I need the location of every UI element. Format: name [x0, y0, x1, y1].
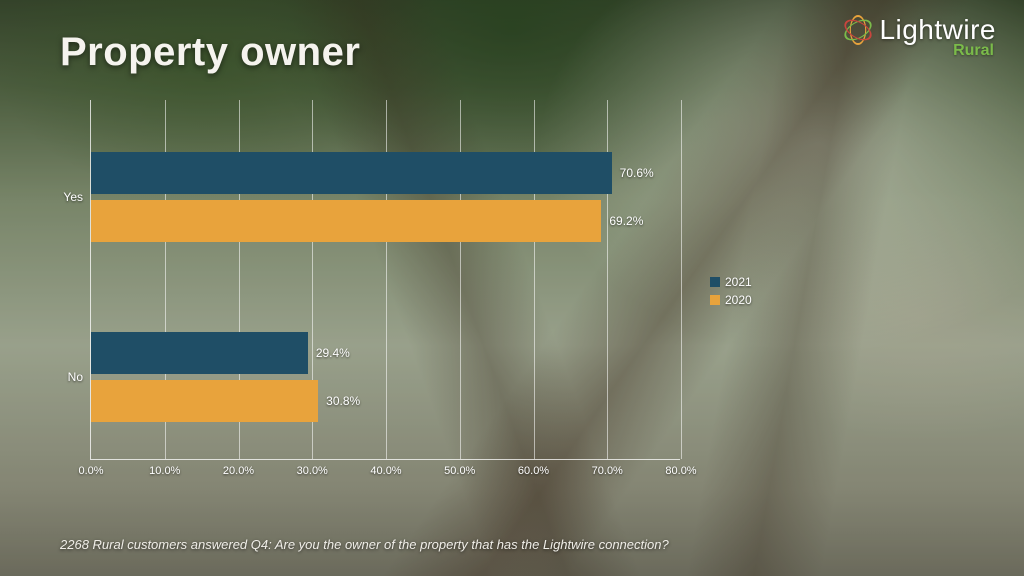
legend-swatch — [710, 277, 720, 287]
chart-bar: 69.2% — [91, 200, 601, 242]
chart-x-tick: 50.0% — [444, 459, 475, 477]
chart-bar: 30.8% — [91, 380, 318, 422]
legend-label: 2020 — [725, 293, 752, 307]
chart-x-tick: 40.0% — [370, 459, 401, 477]
chart-bar-value: 69.2% — [601, 214, 643, 228]
chart-caption: 2268 Rural customers answered Q4: Are yo… — [60, 537, 669, 552]
slide-stage: Property owner Lightwire Rural 0.0% 10.0%… — [0, 0, 1024, 576]
chart-x-tick: 80.0% — [665, 459, 696, 477]
chart-bar-value: 70.6% — [612, 166, 654, 180]
chart-x-tick: 0.0% — [78, 459, 103, 477]
legend-item: 2020 — [710, 293, 752, 307]
property-owner-chart: 0.0% 10.0% 20.0% 30.0% 40.0% 50.0% 60.0% 70.0% 8… — [60, 100, 700, 500]
chart-y-category: Yes — [63, 190, 91, 204]
chart-y-category: No — [68, 370, 91, 384]
chart-bar-value: 30.8% — [318, 394, 360, 408]
chart-x-tick: 60.0% — [518, 459, 549, 477]
chart-bar: 70.6% — [91, 152, 612, 194]
chart-x-tick: 30.0% — [297, 459, 328, 477]
globe-icon — [843, 15, 873, 45]
chart-x-tick: 20.0% — [223, 459, 254, 477]
brand-logo: Lightwire Rural — [843, 14, 996, 60]
slide-title: Property owner — [60, 30, 360, 75]
chart-bar: 29.4% — [91, 332, 308, 374]
chart-x-tick: 10.0% — [149, 459, 180, 477]
legend-swatch — [710, 295, 720, 305]
legend-label: 2021 — [725, 275, 752, 289]
chart-legend: 2021 2020 — [710, 275, 752, 311]
chart-x-tick: 70.0% — [592, 459, 623, 477]
chart-gridline — [681, 100, 682, 459]
chart-plot-area: 0.0%10.0%20.0%30.0%40.0%50.0%60.0%70.0%8… — [90, 100, 680, 460]
legend-item: 2021 — [710, 275, 752, 289]
chart-bar-value: 29.4% — [308, 346, 350, 360]
